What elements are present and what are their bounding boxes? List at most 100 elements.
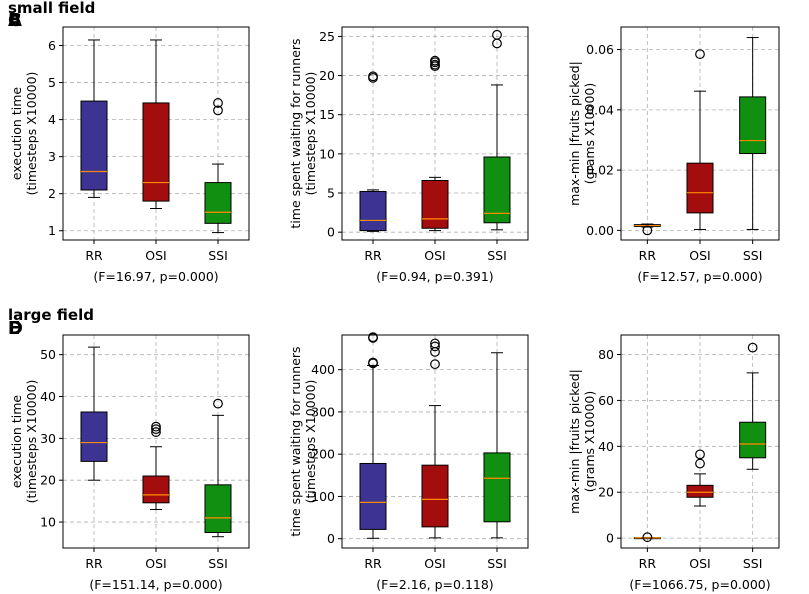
y-tick-label: 0 (327, 531, 335, 546)
stat-caption: (F=0.94, p=0.391) (376, 269, 493, 284)
panel-f: F 0 20 40 60 80 RR OSI SSI max-min |fruits picked… (8, 318, 780, 592)
y-tick-label: 300 (311, 404, 335, 419)
x-tick-label-osi: OSI (145, 556, 166, 571)
y-tick-label: 200 (311, 447, 335, 462)
section-title-large-field: large field (8, 306, 94, 324)
outlier-point (430, 359, 440, 370)
y-axis-label-line: max-min |fruits picked| (567, 369, 582, 514)
x-tick-label-rr: RR (364, 556, 382, 571)
box-rr (633, 532, 661, 543)
panel-c: C 0.00 0.02 0.04 0.06 RR OSI SSI max-min |fruits… (8, 10, 780, 284)
y-tick-label: 0 (327, 225, 335, 240)
y-axis-label-line: (grams X10000) (582, 391, 597, 492)
y-axis-label-line: max-min |fruits picked| (567, 61, 582, 206)
outlier-point (368, 71, 378, 82)
x-tick-label-ssi: SSI (208, 248, 228, 263)
outlier-point (368, 357, 378, 368)
box-ssi (739, 342, 767, 470)
box-osi (142, 39, 170, 210)
box-iqr (739, 421, 767, 459)
stat-caption: (F=16.97, p=0.000) (93, 269, 218, 284)
y-axis-label-line: (timesteps X10000) (303, 380, 318, 504)
y-tick-label: 0.00 (586, 223, 614, 238)
y-tick-label: 60 (598, 393, 614, 408)
box-ssi (204, 398, 232, 538)
axes-frame (341, 334, 529, 549)
y-axis-label: max-min |fruits picked|(grams X10000) (567, 61, 597, 206)
outlier-point (695, 49, 705, 60)
x-tick-label-rr: RR (85, 248, 103, 263)
axes-frame (341, 26, 529, 241)
y-tick-label: 30 (40, 431, 56, 446)
y-axis-label-line: (timesteps X10000) (24, 72, 39, 196)
y-tick-label: 5 (327, 186, 335, 201)
x-tick-label-rr: RR (639, 248, 657, 263)
outlier-point (642, 225, 653, 236)
box-osi (142, 421, 170, 511)
box-ssi (739, 37, 767, 230)
box-osi (421, 55, 449, 232)
y-tick-label: 0.06 (586, 42, 614, 57)
y-axis-label-line: execution time (9, 395, 24, 488)
stat-caption: (F=151.14, p=0.000) (89, 577, 222, 592)
y-axis-label-line: execution time (9, 87, 24, 180)
y-axis-label: max-min |fruits picked|(grams X10000) (567, 369, 597, 514)
stat-caption: (F=2.16, p=0.118) (376, 577, 493, 592)
box-iqr (80, 411, 108, 462)
y-tick-label: 10 (319, 146, 335, 161)
outlier-point (430, 338, 440, 349)
panel-d: D 10 20 30 40 50 RR OSI SSI execution time(timest… (8, 318, 250, 592)
y-tick-label: 15 (319, 107, 335, 122)
box-osi (686, 49, 714, 230)
y-axis-label-line: time spent waiting for runners (288, 38, 303, 228)
x-tick-label-ssi: SSI (208, 556, 228, 571)
y-tick-label: 20 (598, 485, 614, 500)
y-axis-label-line: (grams X10000) (582, 83, 597, 184)
box-iqr (686, 162, 714, 214)
y-axis-label: execution time(timesteps X10000) (9, 380, 39, 504)
outlier-point (368, 332, 378, 343)
panel-letter-c: C (8, 10, 21, 31)
x-tick-label-rr: RR (85, 556, 103, 571)
y-tick-label: 400 (311, 362, 335, 377)
stat-caption: (F=12.57, p=0.000) (637, 269, 762, 284)
box-iqr (739, 96, 767, 155)
y-tick-label: 40 (598, 439, 614, 454)
panel-letter-a: A (8, 10, 22, 31)
y-tick-label: 2 (48, 186, 56, 201)
x-tick-label-osi: OSI (145, 248, 166, 263)
y-tick-label: 50 (40, 347, 56, 362)
axes-frame (62, 26, 250, 241)
y-tick-label: 6 (48, 38, 56, 53)
box-iqr (483, 156, 511, 224)
x-tick-label-ssi: SSI (487, 248, 507, 263)
box-osi (686, 449, 714, 507)
box-ssi (483, 29, 511, 231)
box-iqr (204, 484, 232, 534)
y-axis-label: time spent waiting for runners(timesteps… (288, 38, 318, 228)
outlier-point (213, 398, 223, 409)
box-iqr (421, 179, 449, 229)
x-tick-label-osi: OSI (689, 248, 710, 263)
axes-frame (620, 334, 780, 549)
box-iqr (686, 484, 714, 498)
y-tick-label: 20 (40, 473, 56, 488)
outlier-point (492, 29, 502, 40)
box-iqr (359, 462, 387, 530)
panel-letter-b: B (8, 10, 22, 31)
outlier-point (642, 532, 653, 543)
x-tick-label-rr: RR (364, 248, 382, 263)
x-tick-label-osi: OSI (689, 556, 710, 571)
y-axis-label-line: (timesteps X10000) (24, 380, 39, 504)
axes-frame (62, 334, 250, 549)
panel-letter-e: E (8, 318, 20, 339)
y-axis-label: time spent waiting for runners(timesteps… (288, 346, 318, 536)
box-iqr (359, 190, 387, 232)
outlier-point (747, 342, 758, 353)
x-tick-label-ssi: SSI (743, 248, 763, 263)
box-iqr (421, 464, 449, 528)
box-rr (633, 223, 661, 236)
box-iqr (142, 475, 170, 504)
